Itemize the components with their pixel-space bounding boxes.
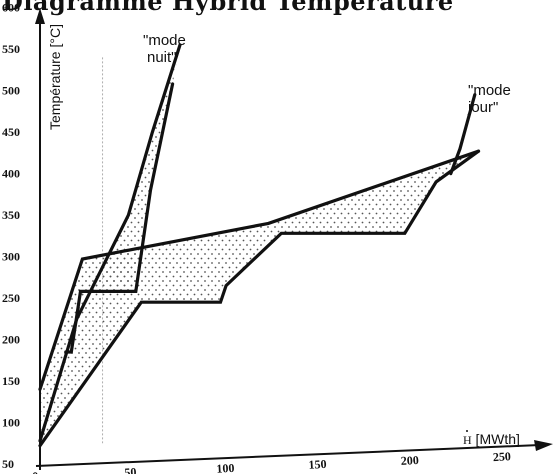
x-tick-label: 50 <box>124 465 137 474</box>
series-line-1 <box>38 149 481 448</box>
x-tick-label: 0 <box>32 469 39 474</box>
x-axis-label: H [MWth] <box>463 430 520 448</box>
x-tick-label: 200 <box>400 453 419 468</box>
series-line-4 <box>449 93 477 176</box>
h-symbol: H <box>463 430 472 447</box>
y-tick-label: 500 <box>2 84 20 98</box>
y-tick-label: 200 <box>2 333 20 347</box>
mode-jour-label: "mode jour" <box>468 82 511 116</box>
y-tick-label: 150 <box>2 374 20 388</box>
y-tick-label: 450 <box>2 125 20 139</box>
x-axis-arrow <box>534 440 553 451</box>
y-tick-label: 100 <box>2 416 20 430</box>
y-axis-arrow <box>35 8 45 24</box>
x-axis-line <box>35 444 541 467</box>
x-tick-label: 100 <box>216 461 235 474</box>
y-tick-label: 600 <box>2 1 20 15</box>
mode-nuit-label: "mode nuit" <box>143 32 186 66</box>
x-axis-unit: [MWth] <box>471 431 520 447</box>
mode-nuit-line-2: nuit" <box>147 49 177 66</box>
mode-nuit-line-1: "mode <box>143 32 186 49</box>
series-line-0 <box>38 149 481 391</box>
y-tick-label: 250 <box>2 291 20 305</box>
y-tick-label: 550 <box>2 42 20 56</box>
mode-jour-line-2: jour" <box>468 99 499 116</box>
series-line-2 <box>38 43 182 443</box>
y-tick-label: 300 <box>2 250 20 264</box>
x-tick-label: 250 <box>493 449 512 464</box>
shaded-region-day <box>40 151 479 446</box>
y-axis-label: Température [°C] <box>47 24 63 130</box>
series-line-3 <box>64 82 175 354</box>
y-tick-label: 400 <box>2 167 20 181</box>
y-tick-label: 350 <box>2 208 20 222</box>
page-title: Diagramme Hybrid Temperature <box>2 0 454 16</box>
mode-jour-line-1: "mode <box>468 82 511 99</box>
x-tick-label: 150 <box>308 457 327 472</box>
y-tick-label: 50 <box>2 457 14 471</box>
